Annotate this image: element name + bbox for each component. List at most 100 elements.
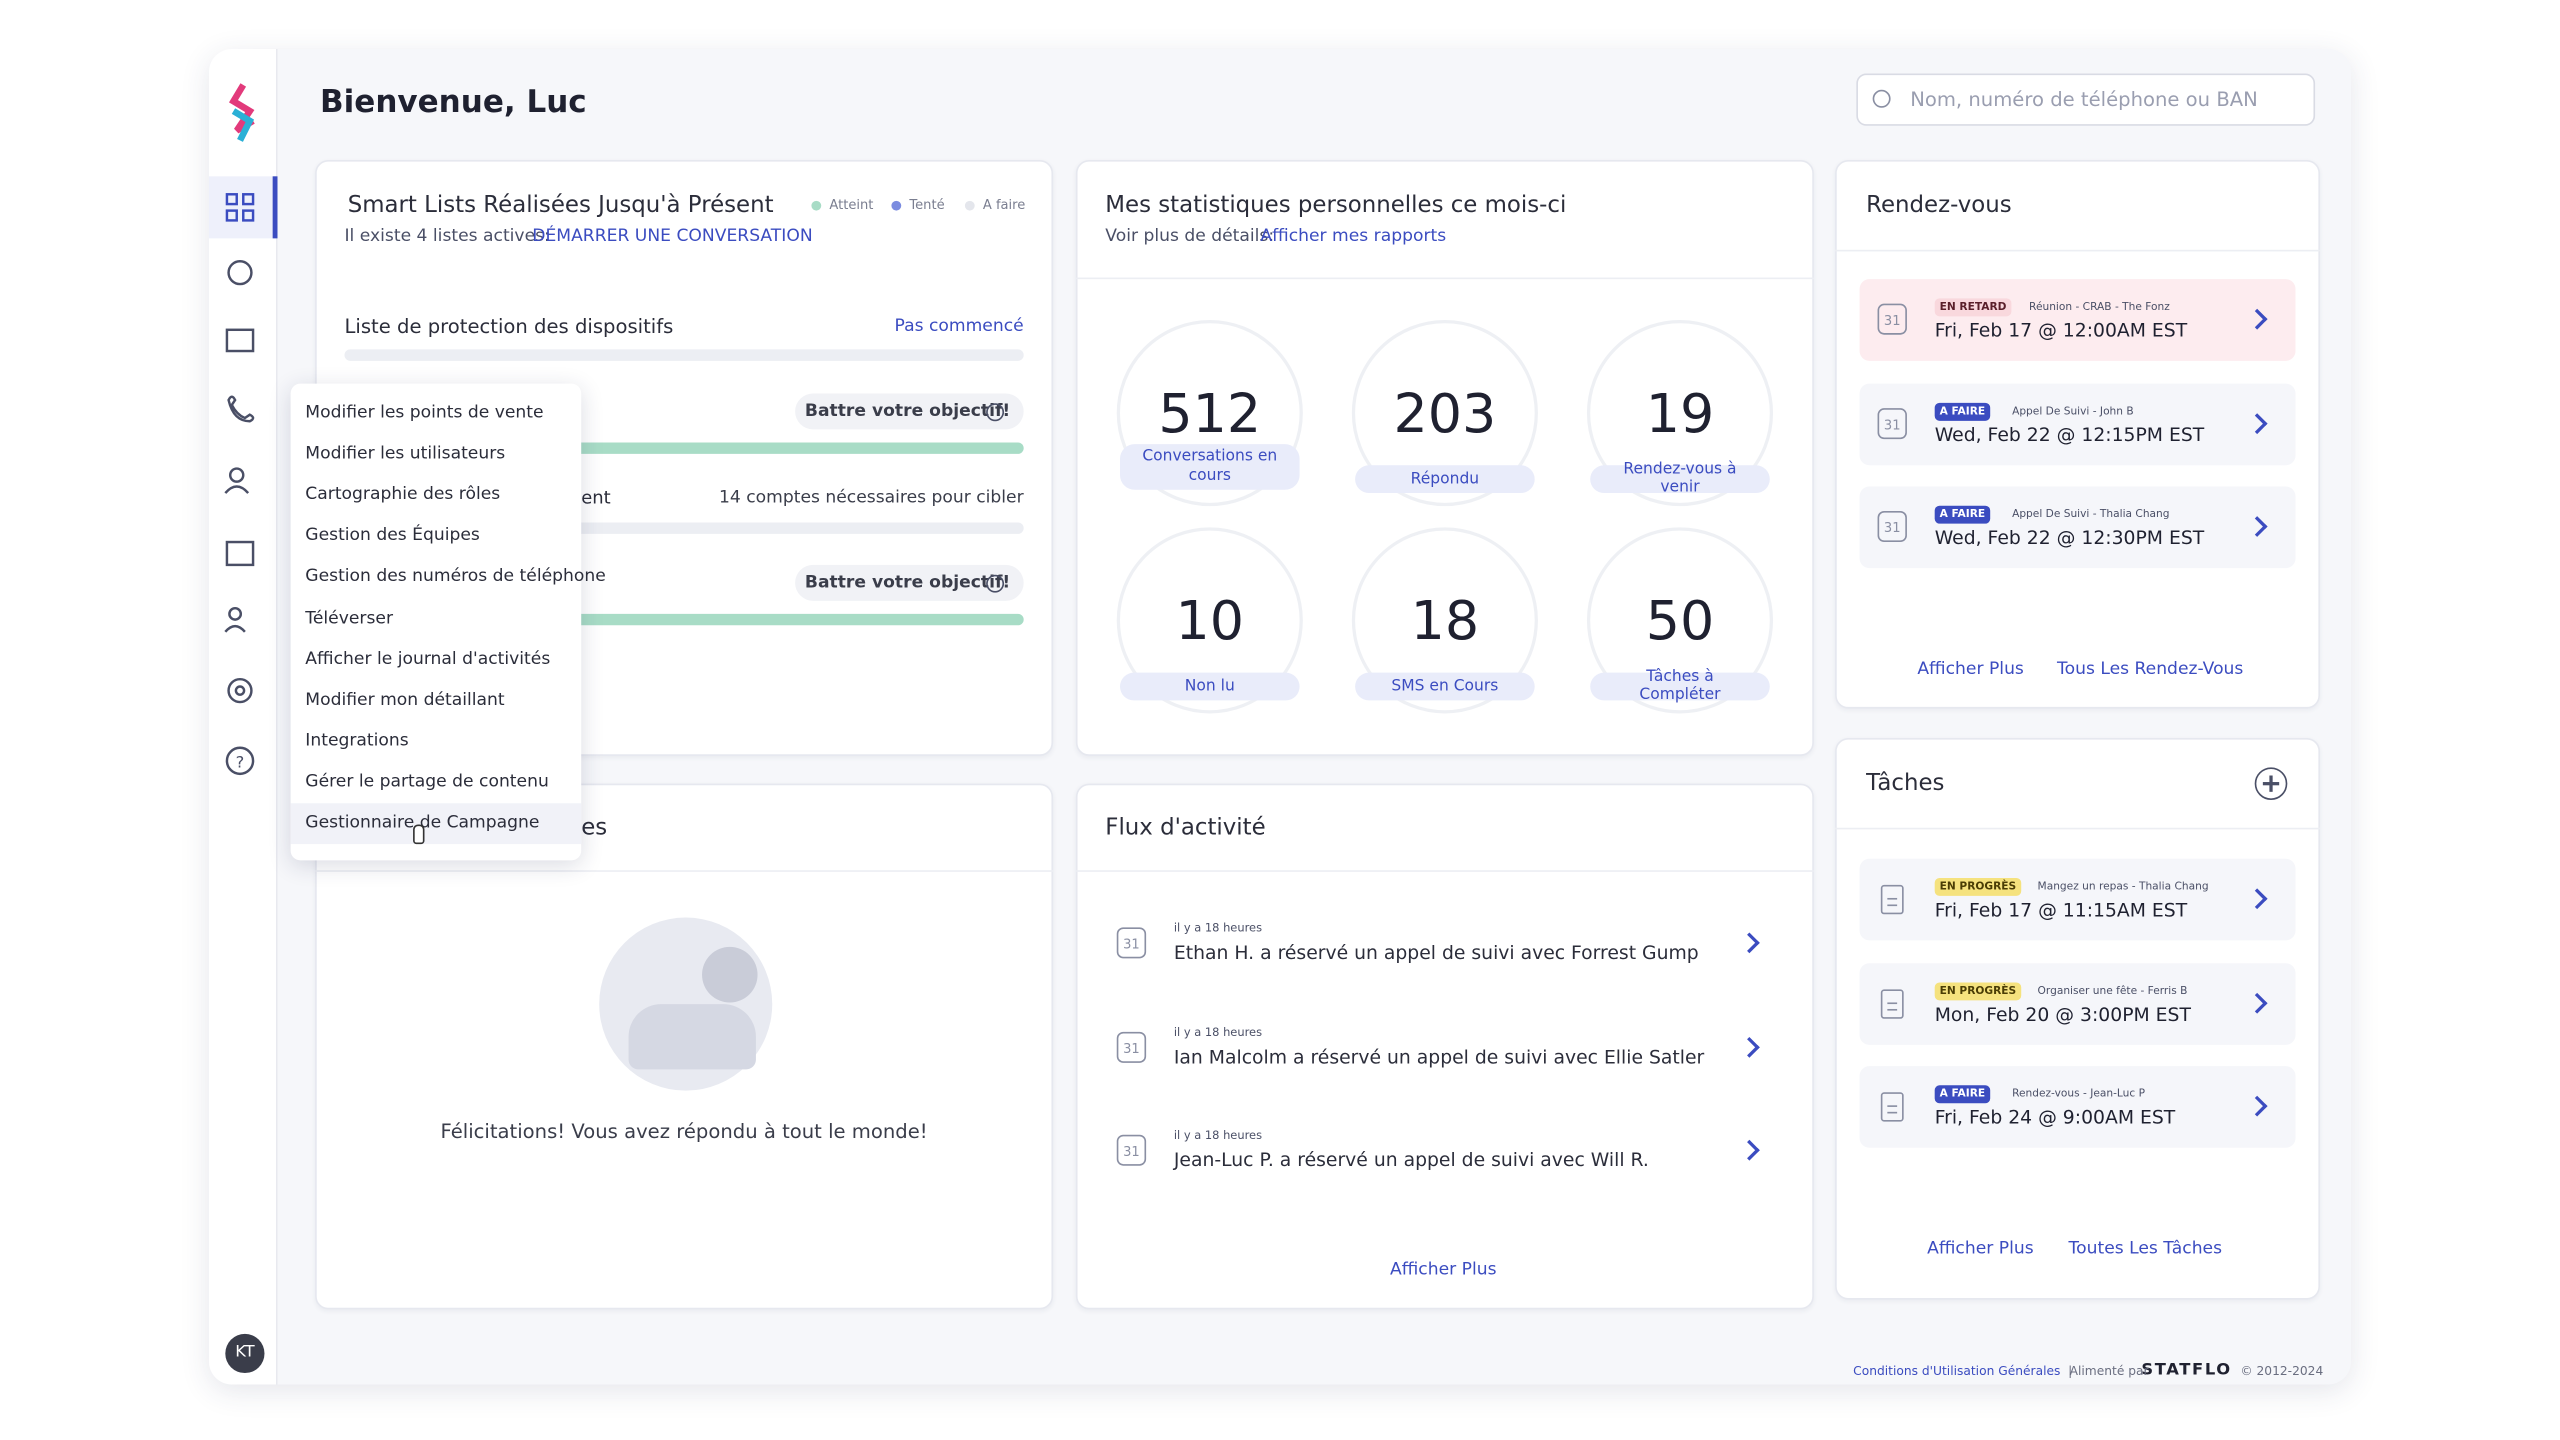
- legend-dot: [811, 200, 822, 211]
- active-indicator: [272, 176, 278, 239]
- list-item[interactable]: [1859, 858, 2296, 941]
- nav-mail[interactable]: [225, 328, 255, 353]
- status-badge: EN PROGRÈS: [1934, 982, 2022, 1000]
- calendar-icon: [1877, 408, 1907, 440]
- footer-link[interactable]: Toutes Les Tâches: [2068, 1238, 2223, 1259]
- stat-circle: [1351, 319, 1538, 507]
- add-plus: [2269, 775, 2273, 792]
- stat-value: 10: [1175, 588, 1245, 653]
- menu-item[interactable]: Téléverser: [305, 607, 394, 628]
- footer-link[interactable]: Afficher Plus: [1917, 659, 2024, 679]
- nav-help[interactable]: [225, 746, 255, 776]
- menu-item[interactable]: Modifier les utilisateurs: [305, 443, 506, 464]
- menu-item[interactable]: Cartographie des rôles: [305, 484, 501, 505]
- progress-bar: [344, 442, 1024, 454]
- nav-settings[interactable]: [227, 677, 253, 704]
- activity-text: Jean-Luc P. a réservé un appel de suivi …: [1173, 1148, 1649, 1172]
- avatar[interactable]: [225, 1333, 265, 1374]
- legend-label: Atteint: [829, 197, 874, 213]
- footer-link[interactable]: Afficher Plus: [1927, 1238, 2034, 1259]
- goal-check: [986, 574, 1005, 593]
- logo: [228, 83, 255, 134]
- greeting: Bienvenue, Luc: [319, 84, 587, 120]
- progress-track: [344, 349, 1024, 361]
- stat-label-pill: [1355, 672, 1535, 701]
- menu-hover: [290, 803, 582, 845]
- list-status: Pas commencé: [894, 316, 1024, 336]
- legend-label: A faire: [982, 197, 1026, 213]
- item-desc: Organiser une fête - Ferris B: [2037, 984, 2188, 998]
- card-title: Flux d'activité: [1105, 814, 1266, 841]
- stat-label: Tâches à Compléter: [1639, 667, 1721, 705]
- menu-item[interactable]: Integrations: [305, 730, 409, 751]
- divider: [1075, 870, 1814, 872]
- menu-item[interactable]: Gérer le partage de contenu: [305, 771, 549, 792]
- list-item[interactable]: [1859, 279, 2296, 361]
- card-subtitle: Voir plus de détails:: [1105, 226, 1275, 247]
- item-desc: Appel De Suivi - John B: [2012, 404, 2134, 418]
- item-date: Mon, Feb 20 @ 3:00PM EST: [1934, 1002, 2191, 1026]
- nav-chat[interactable]: [227, 259, 253, 286]
- show-more-link[interactable]: Afficher Plus: [1389, 1259, 1497, 1280]
- calendar-day: 31: [1123, 937, 1140, 952]
- nav-teams[interactable]: [228, 606, 243, 621]
- footer-link[interactable]: Tous Les Rendez-Vous: [2057, 659, 2244, 679]
- list-item[interactable]: [1859, 383, 2296, 466]
- status-badge: A FAIRE: [1934, 505, 1991, 523]
- nav-contacts[interactable]: [228, 467, 245, 483]
- menu-item[interactable]: Modifier mon détaillant: [305, 689, 505, 710]
- stat-value: 203: [1393, 381, 1497, 445]
- menu-item[interactable]: Modifier les points de vente: [305, 402, 544, 423]
- calendar-day: 31: [1883, 520, 1901, 536]
- reports-link[interactable]: Afficher mes rapports: [1260, 226, 1447, 247]
- clipboard-line: [1887, 904, 1898, 907]
- card-title: Mes statistiques personnelles ce mois-ci: [1105, 192, 1567, 219]
- menu-item[interactable]: Afficher le journal d'activités: [305, 648, 551, 669]
- goal-pill: [795, 564, 1024, 601]
- goal-pill: [795, 393, 1024, 430]
- card-title: es: [581, 814, 608, 841]
- activity-time: il y a 18 heures: [1173, 1128, 1263, 1143]
- stat-label: Rendez-vous à venir: [1623, 459, 1737, 498]
- stat-circle: [1586, 319, 1774, 507]
- calendar-day: 31: [1123, 1040, 1140, 1056]
- clipboard-line: [1887, 897, 1898, 901]
- clipboard-line: [1887, 1105, 1898, 1108]
- dropdown-menu: [290, 383, 582, 861]
- nav-phone[interactable]: [227, 395, 255, 423]
- stat-value: 19: [1645, 381, 1715, 445]
- menu-item[interactable]: Gestionnaire de Campagne: [305, 812, 540, 833]
- status-badge: EN PROGRÈS: [1934, 877, 2022, 896]
- stat-value: 512: [1158, 381, 1262, 445]
- item-date: Wed, Feb 22 @ 12:30PM EST: [1934, 526, 2205, 549]
- cursor: [413, 824, 425, 845]
- menu-item[interactable]: Gestion des numéros de téléphone: [305, 566, 606, 587]
- add-button[interactable]: [2254, 767, 2288, 800]
- progress-track: [344, 522, 1024, 534]
- nav-dashboard[interactable]: [225, 193, 255, 222]
- clipboard-line: [1887, 1111, 1898, 1114]
- clipboard-line: [1887, 1002, 1898, 1005]
- search-box[interactable]: [1856, 73, 2316, 126]
- stat-label: SMS en Cours: [1391, 676, 1499, 695]
- nav-library[interactable]: [225, 540, 255, 567]
- list-item[interactable]: [1859, 1066, 2296, 1148]
- card-subtitle: Il existe 4 listes actives:: [344, 226, 550, 247]
- status-badge: A FAIRE: [1934, 1085, 1991, 1103]
- powered-by: Alimenté par: [2069, 1363, 2149, 1379]
- terms-link[interactable]: Conditions d'Utilisation Générales: [1853, 1363, 2061, 1379]
- menu-item[interactable]: Gestion des Équipes: [305, 525, 480, 546]
- list-status: 14 comptes nécessaires pour cibler: [718, 487, 1024, 508]
- calendar-icon: [1116, 1134, 1147, 1166]
- start-conversation-link[interactable]: DÉMARRER UNE CONVERSATION: [532, 226, 813, 247]
- clipboard-icon: [1880, 989, 1904, 1019]
- item-date: Fri, Feb 17 @ 12:00AM EST: [1934, 318, 2188, 342]
- item-desc: Appel De Suivi - Thalia Chang: [2012, 507, 2170, 521]
- stat-label: Non lu: [1184, 676, 1235, 695]
- item-date: Fri, Feb 17 @ 11:15AM EST: [1934, 898, 2188, 922]
- list-item[interactable]: [1859, 963, 2296, 1045]
- list-item[interactable]: [1859, 486, 2296, 569]
- goal-pill-label: Battre votre objectif!: [804, 572, 1011, 593]
- legend-dot: [964, 200, 975, 211]
